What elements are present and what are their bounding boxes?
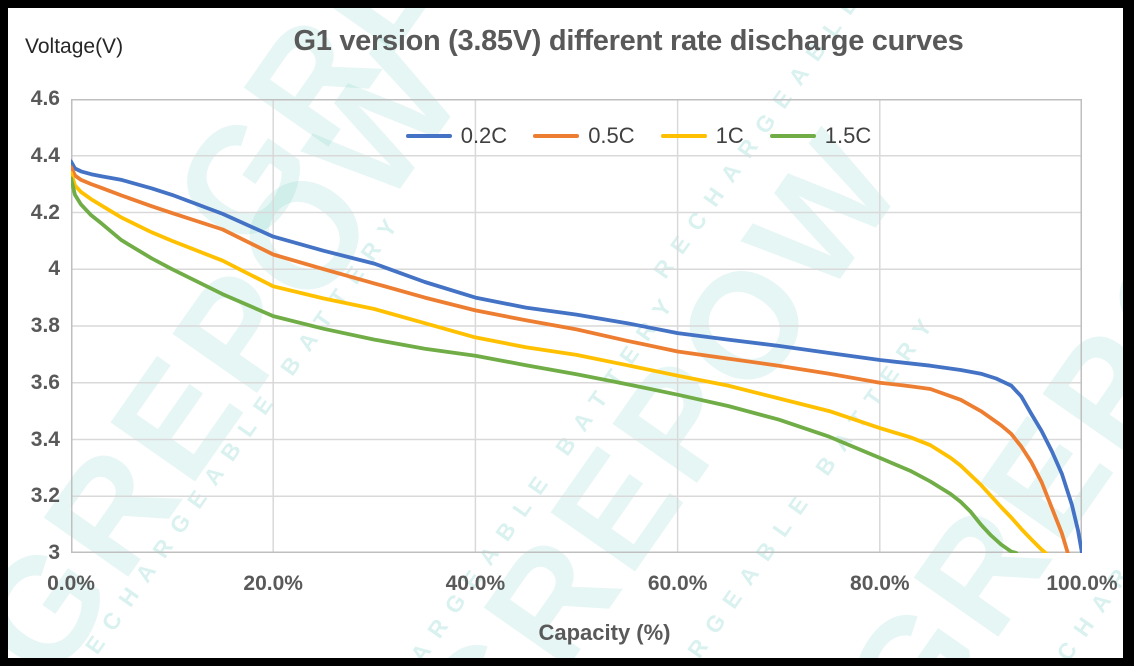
legend-label: 1C: [715, 123, 744, 148]
legend-item-0.5C: 0.5C: [533, 123, 635, 149]
legend-line-sample: [660, 134, 707, 138]
y-axis-title: Voltage(V): [25, 35, 124, 58]
chart-canvas: [71, 99, 1082, 553]
x-tick-label: 80.0%: [850, 572, 910, 595]
series-line-1C: [71, 170, 1048, 553]
x-tick-label: 60.0%: [647, 572, 708, 595]
y-tick-label: 4: [48, 257, 60, 281]
series-line-0.5C: [71, 165, 1070, 553]
page: GREPOW GREPOW GREPOW GREPOW RECHARGEABLE…: [8, 8, 1123, 658]
x-axis-title: Capacity (%): [538, 620, 671, 645]
legend-line-sample: [533, 134, 580, 138]
y-tick-label: 4.6: [30, 87, 60, 110]
legend-label: 0.5C: [588, 123, 635, 148]
legend-item-1.5C: 1.5C: [769, 123, 872, 149]
y-tick-label: 4.4: [30, 143, 60, 167]
series-line-1.5C: [71, 176, 1019, 553]
y-axis-ticks: 4.6 4.4 4.2 4 3.8 3.6 3.4 3.2 3: [8, 87, 60, 564]
legend-item-1C: 1C: [660, 123, 744, 149]
legend: 0.2C 0.5C 1C 1.5C: [71, 123, 1082, 149]
legend-line-sample: [405, 134, 452, 138]
x-axis-ticks: 0.0% 20.0% 40.0% 60.0% 80.0% 100.0%: [47, 572, 1118, 598]
legend-label: 0.2C: [460, 123, 508, 148]
y-tick-label: 3.6: [30, 370, 60, 394]
series-line-0.2C: [71, 159, 1082, 553]
legend-label: 1.5C: [824, 123, 872, 148]
x-tick-label: 20.0%: [243, 572, 303, 595]
y-tick-label: 3.8: [30, 314, 60, 337]
plot-frame: [71, 99, 1082, 553]
legend-line-sample: [769, 134, 816, 138]
x-tick-label: 100.0%: [1046, 572, 1118, 595]
plot-area: 0.2C 0.5C 1C 1.5C: [71, 99, 1082, 553]
chart-title: G1 version (3.85V) different rate discha…: [293, 25, 964, 57]
legend-item-0.2C: 0.2C: [405, 123, 508, 149]
y-tick-label: 3.2: [30, 484, 60, 508]
x-tick-label: 0.0%: [47, 572, 95, 595]
y-tick-label: 4.2: [30, 200, 60, 224]
x-tick-label: 40.0%: [445, 572, 506, 595]
y-tick-label: 3: [48, 541, 60, 564]
y-tick-label: 3.4: [30, 427, 60, 451]
